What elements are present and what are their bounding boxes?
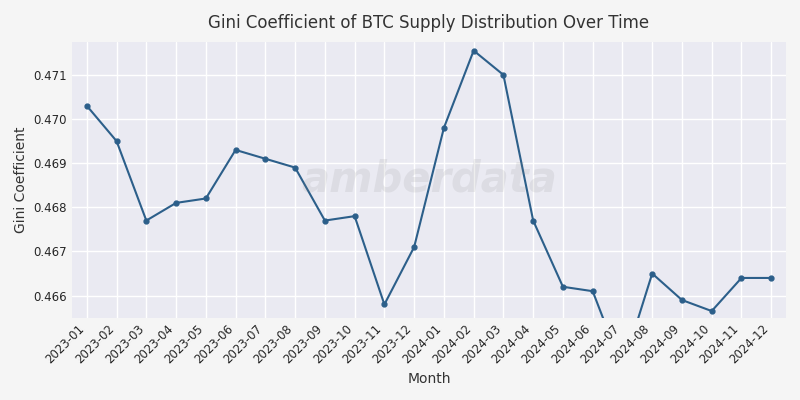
Text: amberdata: amberdata [301, 159, 557, 201]
Y-axis label: Gini Coefficient: Gini Coefficient [14, 126, 28, 233]
Title: Gini Coefficient of BTC Supply Distribution Over Time: Gini Coefficient of BTC Supply Distribut… [209, 14, 650, 32]
X-axis label: Month: Month [407, 372, 450, 386]
